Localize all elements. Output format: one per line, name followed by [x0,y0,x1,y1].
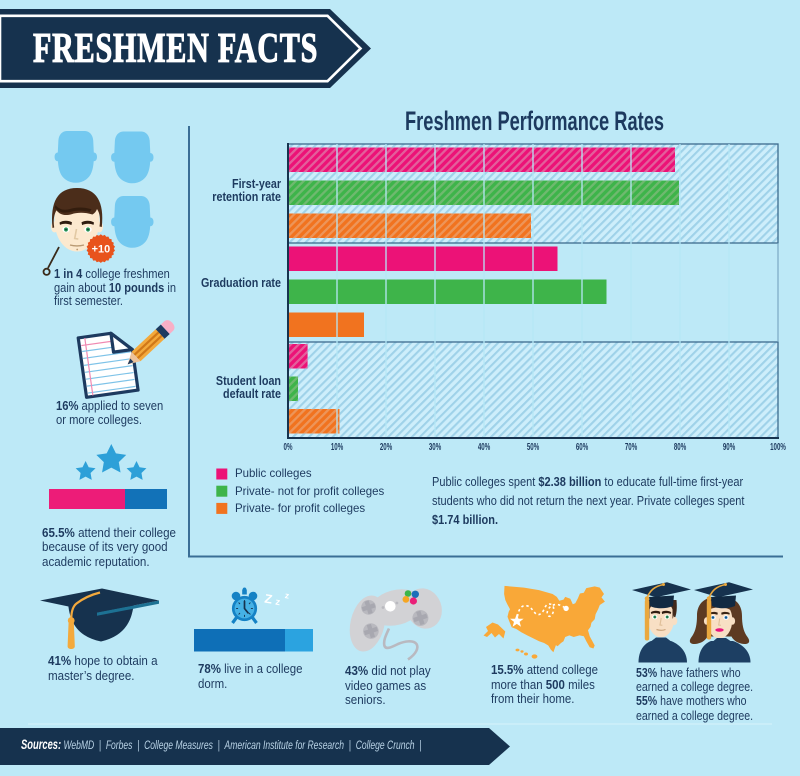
svg-text:z: z [284,590,290,601]
svg-text:Z: Z [264,592,274,607]
svg-text:z: z [275,597,282,609]
svg-text:+10: +10 [92,243,110,255]
